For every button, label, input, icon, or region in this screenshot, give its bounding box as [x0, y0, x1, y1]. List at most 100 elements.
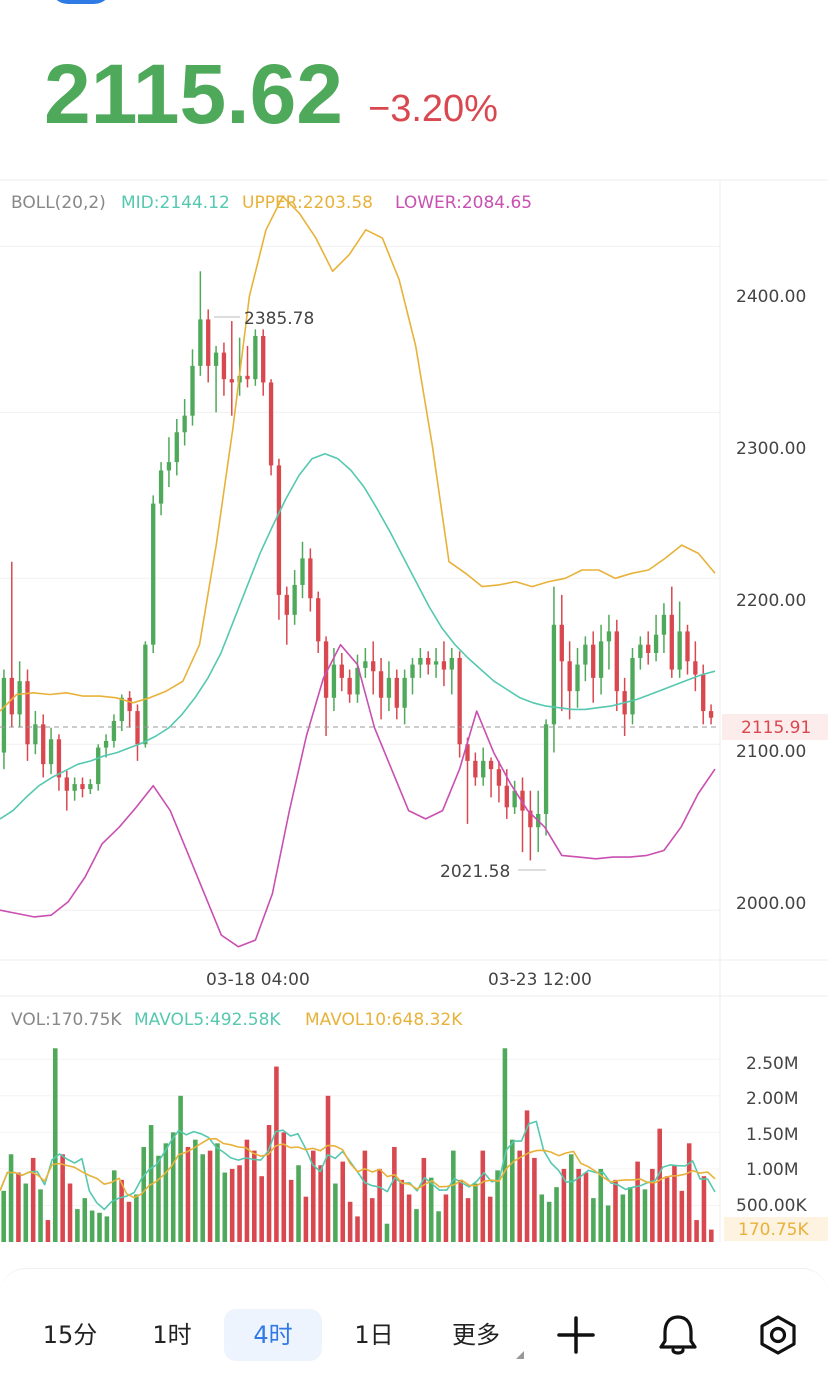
volume-bar — [82, 1198, 88, 1242]
volume-bar — [406, 1194, 412, 1242]
candle-body — [158, 470, 164, 504]
volume-bar — [30, 1157, 36, 1242]
last-price: 2115.62 — [44, 47, 344, 141]
price-tick: 2400.00 — [736, 287, 806, 307]
candle-body — [80, 784, 85, 790]
plus-icon — [557, 1316, 595, 1354]
candle-body — [119, 697, 124, 722]
volume-bar — [207, 1150, 213, 1242]
volume-bar — [458, 1179, 463, 1242]
candle-body — [543, 724, 549, 814]
low-price-label: 2021.58 — [440, 862, 510, 882]
volume-bar — [75, 1209, 80, 1242]
volume-bar — [163, 1143, 169, 1242]
settings-button[interactable] — [752, 1309, 804, 1361]
vol-label: VOL:170.75K — [11, 1010, 122, 1030]
volume-bar — [657, 1128, 663, 1242]
volume-bar — [451, 1150, 456, 1242]
price-tick: 2200.00 — [736, 591, 806, 611]
volume-bars — [1, 1048, 714, 1242]
candle-body — [410, 664, 415, 678]
candle-body — [41, 724, 46, 765]
candle-body — [25, 681, 30, 745]
candle-body — [323, 641, 329, 698]
volume-axis: 2.50M 2.00M 1.50M 1.00M 500.00K — [736, 1054, 807, 1216]
tab-15min[interactable]: 15分 — [42, 1321, 98, 1349]
volume-bar — [546, 1201, 552, 1242]
candle-body — [316, 598, 321, 642]
candle-body — [190, 365, 195, 416]
candle-body — [473, 760, 478, 778]
volume-bar — [694, 1220, 699, 1242]
candle-body — [339, 664, 344, 678]
candle-body — [708, 711, 714, 718]
volume-bar — [436, 1211, 441, 1242]
volume-bar — [259, 1176, 264, 1242]
kline-chart[interactable]: BOLL(20,2) MID:2144.12 UPPER:2203.58 LOW… — [0, 0, 828, 1260]
candle-body — [166, 462, 172, 471]
volume-tick: 500.00K — [736, 1196, 807, 1216]
volume-bar — [355, 1216, 360, 1242]
candle-body — [504, 785, 509, 808]
candle-body — [481, 760, 486, 778]
candle-body — [614, 631, 619, 692]
volume-bar — [38, 1189, 43, 1242]
tab-more[interactable]: 更多 — [436, 1309, 524, 1361]
volume-bar — [45, 1220, 51, 1242]
volume-bar — [215, 1143, 220, 1242]
price-tick: 2300.00 — [736, 439, 806, 459]
boll-upper-label: UPPER:2203.58 — [242, 193, 373, 213]
volume-bar — [428, 1177, 434, 1242]
boll-mid-label: MID:2144.12 — [121, 193, 230, 213]
candle-body — [245, 375, 250, 380]
candles — [1, 271, 714, 861]
candle-body — [72, 784, 77, 791]
candle-body — [638, 644, 643, 658]
volume-bar — [502, 1048, 508, 1242]
tab-4h[interactable]: 4时 — [224, 1309, 322, 1361]
candle-body — [583, 644, 588, 665]
candle-body — [567, 661, 572, 692]
dropdown-corner-icon — [516, 1351, 524, 1359]
candle-body — [292, 584, 297, 615]
candle-body — [174, 432, 179, 463]
volume-bar — [598, 1168, 604, 1242]
volume-bar — [583, 1172, 589, 1242]
candle-body — [677, 631, 682, 670]
candle-body — [127, 697, 132, 712]
volume-bar — [369, 1198, 375, 1242]
volume-bar — [679, 1190, 685, 1242]
candle-body — [355, 667, 360, 695]
boll-upper-line — [0, 195, 716, 712]
volume-bar — [178, 1095, 183, 1242]
volume-bar — [532, 1157, 537, 1242]
volume-bar — [709, 1229, 714, 1242]
tab-1d[interactable]: 1日 — [354, 1321, 394, 1349]
volume-bar — [156, 1155, 161, 1242]
volume-bar — [650, 1168, 655, 1242]
price-grid — [0, 245, 720, 911]
candle-body — [300, 558, 305, 585]
candle-body — [426, 657, 431, 665]
candle-body — [693, 661, 698, 675]
volume-bar — [627, 1187, 633, 1242]
candle-body — [598, 641, 604, 678]
add-indicator-button[interactable] — [550, 1309, 602, 1361]
volume-bar — [244, 1139, 250, 1242]
volume-bar — [229, 1168, 235, 1242]
candle-body — [284, 594, 289, 615]
price-change-percent: −3.20% — [368, 88, 498, 130]
tab-1h[interactable]: 1时 — [152, 1321, 192, 1349]
volume-bar — [510, 1139, 515, 1242]
volume-bar — [126, 1201, 132, 1242]
volume-bar — [524, 1110, 530, 1242]
candle-body — [221, 352, 227, 380]
avatar[interactable] — [50, 0, 112, 4]
price-alert-button[interactable] — [652, 1309, 704, 1361]
candle-body — [433, 661, 439, 665]
volume-bar — [222, 1172, 228, 1242]
candle-body — [630, 657, 635, 715]
bottom-toolbar: 15分 1时 4时 1日 更多 — [0, 1268, 828, 1382]
volume-bar — [392, 1146, 397, 1242]
candle-body — [229, 379, 234, 383]
